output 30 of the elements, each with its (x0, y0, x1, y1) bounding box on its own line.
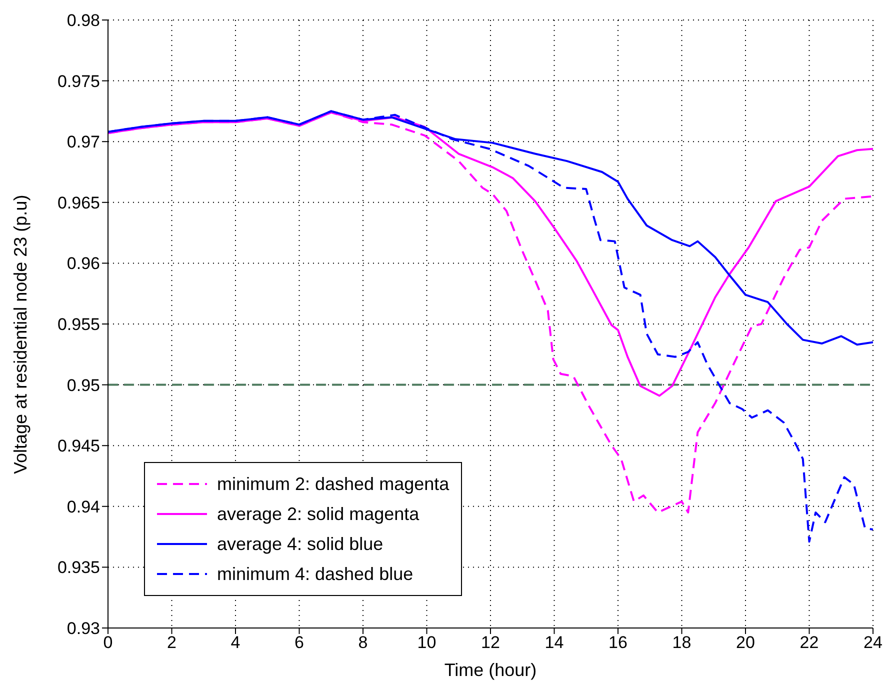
y-tick-label: 0.95 (66, 376, 100, 395)
x-tick-label: 12 (481, 633, 500, 652)
x-axis-title: Time (hour) (444, 660, 537, 680)
x-tick-label: 6 (294, 633, 304, 652)
y-tick-label: 0.955 (57, 315, 100, 334)
y-axis-title: Voltage at residential node 23 (p.u) (10, 194, 30, 474)
y-tick-label: 0.96 (66, 254, 100, 274)
x-tick-label: 0 (103, 633, 113, 652)
x-tick-label: 20 (736, 633, 755, 652)
x-tick-label: 22 (800, 633, 819, 652)
x-tick-label: 10 (417, 633, 436, 652)
y-tick-label: 0.935 (57, 558, 100, 578)
y-tick-label: 0.98 (66, 11, 100, 30)
x-tick-label: 16 (608, 633, 628, 652)
x-tick-label: 24 (864, 633, 882, 652)
y-tick-label: 0.94 (66, 497, 100, 516)
x-tick-label: 2 (167, 633, 176, 652)
y-tick-label: 0.965 (57, 193, 100, 212)
legend-label: minimum 2: dashed magenta (217, 474, 450, 494)
legend-label: average 4: solid blue (217, 534, 384, 554)
x-tick-label: 14 (544, 633, 564, 652)
y-tick-label: 0.975 (57, 72, 100, 91)
legend-label: minimum 4: dashed blue (217, 564, 414, 584)
y-tick-label: 0.945 (57, 436, 100, 456)
x-tick-label: 18 (672, 633, 692, 652)
y-tick-label: 0.97 (66, 132, 100, 152)
x-tick-label: 8 (358, 633, 368, 652)
x-tick-label: 4 (230, 633, 240, 652)
y-tick-label: 0.93 (66, 619, 100, 638)
legend-label: average 2: solid magenta (217, 504, 420, 524)
